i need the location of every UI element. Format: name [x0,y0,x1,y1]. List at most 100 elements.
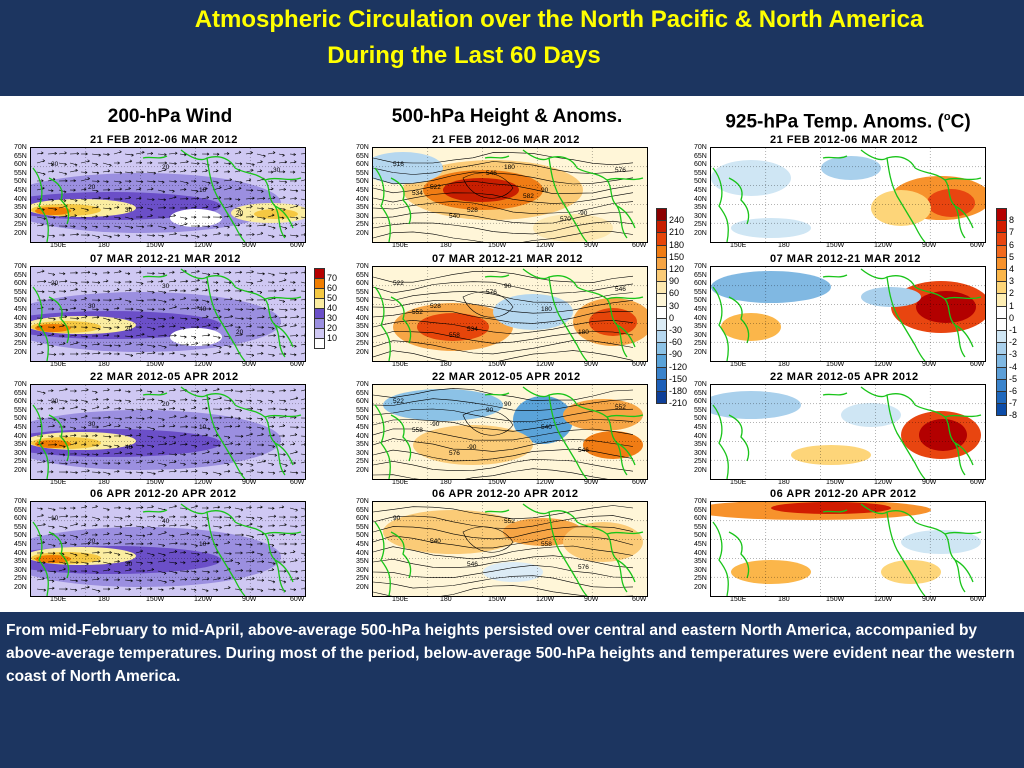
colorbar-swatch [656,342,667,356]
contour-label: -90 [467,444,477,451]
gridlines [31,502,305,596]
temp-anomaly-2 [731,560,811,584]
lon-tick-label: 150E [392,479,409,486]
temp-anomaly-1 [841,403,901,427]
lat-tick-label: 50N [14,532,27,540]
panel-period-title: 22 MAR 2012-05 APR 2012 [90,371,239,383]
lon-tick-label: 60W [632,596,647,603]
lat-tick-label: 20N [356,467,369,474]
map-temp [710,384,986,480]
contour-label: 10 [199,424,207,431]
colorbar-label: 2 [1009,288,1015,299]
lat-tick-label: 40N [694,432,707,440]
lat-tick-label: 30N [694,449,707,457]
lat-tick-label: 60N [14,515,27,523]
lon-tick-label: 180 [440,242,452,249]
contour-label: 546 [486,170,497,177]
lat-tick-label: 35N [14,441,27,449]
gridlines [711,148,985,242]
column-heading-temp-end: C) [950,111,971,133]
lon-tick-label: 150W [146,361,165,368]
lon-tick-label: 60W [632,242,647,249]
lon-tick-label: 180 [778,242,790,249]
page-title-line-2: During the Last 60 Days [327,42,601,69]
lat-tick-label: 40N [14,195,27,203]
lat-tick-label: 20N [356,230,369,237]
lon-tick-label: 150W [488,596,507,603]
lon-tick-label: 120W [194,242,213,249]
contour-label: 576 [578,564,589,571]
footer: From mid-February to mid-April, above-av… [0,612,1024,768]
colorbar-swatch [656,317,667,331]
contour-label: 180 [578,329,589,336]
lat-tick-label: 60N [356,161,369,169]
coastline [32,386,302,479]
lat-tick-label: 55N [14,523,27,531]
lon-tick-label: 120W [874,479,893,486]
contour-label: 552 [504,518,515,525]
lon-tick-label: 150E [50,361,67,368]
colorbar-label: 7 [1009,227,1015,238]
lon-tick-label: 150W [146,596,165,603]
lon-tick-label: 120W [194,596,213,603]
lon-tick-label: 60W [632,361,647,368]
lat-tick-label: 25N [14,221,27,229]
colorbar-swatch [656,366,667,380]
colorbar-swatch [996,244,1007,258]
lon-tick-label: 150E [392,596,409,603]
lon-tick-label: 150E [730,596,747,603]
lat-tick-label: 65N [356,506,369,514]
column-heading-height: 500-hPa Height & Anoms. [391,106,623,127]
contour-label: 546 [615,286,626,293]
temp-anomaly-0 [711,391,801,419]
contour-label: 558 [541,541,552,548]
lat-tick-label: 55N [356,406,369,414]
colorbar-label: -2 [1009,337,1018,348]
lon-tick-label: 150W [826,361,845,368]
gridlines [373,502,647,596]
map-canvas [711,385,985,479]
colorbar-label: 50 [327,293,338,303]
contour-label: -90 [430,421,440,428]
lat-tick-label: 60N [356,398,369,406]
contour-label: 20 [236,210,244,217]
lon-tick-label: 150W [826,242,845,249]
lon-tick-label: 150E [730,361,747,368]
lat-tick-label: 65N [14,506,27,514]
contour-label: 540 [541,424,552,431]
lat-tick-label: 35N [14,204,27,212]
lat-tick-label: 50N [14,178,27,186]
gridlines [711,502,985,596]
colorbar-label: -7 [1009,398,1018,409]
colorbar-swatch [996,281,1007,295]
gridlines [373,148,647,242]
lat-tick-label: 70N [694,144,707,151]
map-temp [710,147,986,243]
colorbar-swatch [996,342,1007,356]
temp-anomaly-5 [731,218,811,238]
temp-anomaly-3 [901,530,981,554]
summary-text: From mid-February to mid-April, above-av… [6,622,1015,685]
lon-tick-label: 150E [50,242,67,249]
lat-tick-label: 60N [356,280,369,288]
lat-tick-label: 35N [356,558,369,566]
contour-label: 558 [449,332,460,339]
contour-label: 528 [430,303,441,310]
lon-tick-label: 180 [778,361,790,368]
lon-tick-label: 150W [488,479,507,486]
colorbar-label: 30 [669,300,680,311]
temp-anomaly-4 [881,560,941,584]
lat-tick-label: 20N [694,584,707,591]
wind-vectors [36,504,305,593]
lon-tick-label: 90W [584,361,599,368]
lon-tick-label: 60W [290,242,305,249]
lat-tick-label: 25N [356,575,369,583]
contour-label: 516 [393,161,404,168]
lon-tick-label: 60W [290,479,305,486]
height-anomaly-2 [443,178,519,202]
lon-tick-label: 180 [98,361,110,368]
contour-label: 528 [467,207,478,214]
lat-tick-label: 25N [14,458,27,466]
colorbar-label: -180 [669,386,688,396]
contour-label: 30 [273,167,281,174]
